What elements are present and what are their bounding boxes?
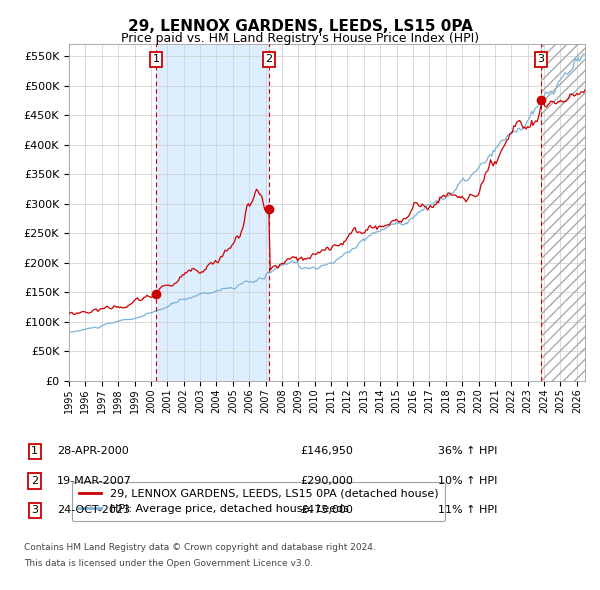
Text: 36% ↑ HPI: 36% ↑ HPI bbox=[438, 447, 497, 456]
Text: £290,000: £290,000 bbox=[300, 476, 353, 486]
Text: 29, LENNOX GARDENS, LEEDS, LS15 0PA: 29, LENNOX GARDENS, LEEDS, LS15 0PA bbox=[128, 19, 472, 34]
Text: 28-APR-2000: 28-APR-2000 bbox=[57, 447, 129, 456]
Text: 3: 3 bbox=[31, 506, 38, 515]
Text: Price paid vs. HM Land Registry's House Price Index (HPI): Price paid vs. HM Land Registry's House … bbox=[121, 32, 479, 45]
Bar bbox=[541, 44, 585, 381]
Text: 11% ↑ HPI: 11% ↑ HPI bbox=[438, 506, 497, 515]
Text: 24-OCT-2023: 24-OCT-2023 bbox=[57, 506, 130, 515]
Bar bbox=[156, 44, 269, 381]
Text: 1: 1 bbox=[31, 447, 38, 456]
Text: 3: 3 bbox=[538, 54, 544, 64]
Text: £475,000: £475,000 bbox=[300, 506, 353, 515]
Text: 2: 2 bbox=[31, 476, 38, 486]
Text: 10% ↑ HPI: 10% ↑ HPI bbox=[438, 476, 497, 486]
Text: 1: 1 bbox=[152, 54, 160, 64]
Text: Contains HM Land Registry data © Crown copyright and database right 2024.: Contains HM Land Registry data © Crown c… bbox=[24, 543, 376, 552]
Legend: 29, LENNOX GARDENS, LEEDS, LS15 0PA (detached house), HPI: Average price, detach: 29, LENNOX GARDENS, LEEDS, LS15 0PA (det… bbox=[72, 482, 445, 521]
Text: 2: 2 bbox=[265, 54, 272, 64]
Text: This data is licensed under the Open Government Licence v3.0.: This data is licensed under the Open Gov… bbox=[24, 559, 313, 568]
Bar bbox=[541, 44, 585, 381]
Text: 19-MAR-2007: 19-MAR-2007 bbox=[57, 476, 132, 486]
Text: £146,950: £146,950 bbox=[300, 447, 353, 456]
